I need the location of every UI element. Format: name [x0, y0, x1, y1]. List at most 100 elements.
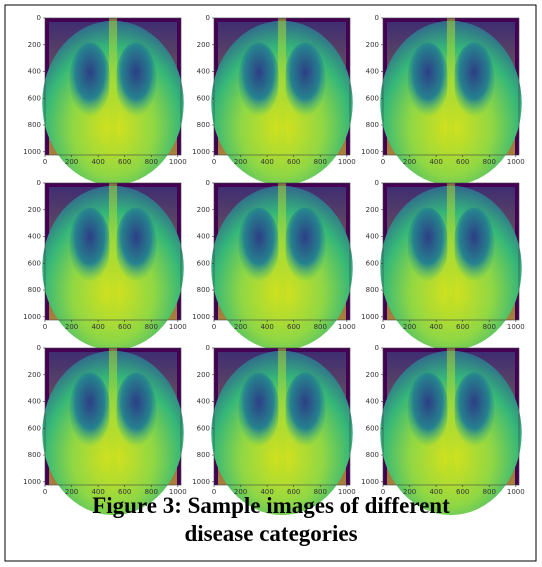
y-tick-label: 800 — [28, 451, 41, 459]
image-lung — [115, 42, 157, 117]
x-tick-label: 1000 — [169, 158, 187, 166]
x-tick-label: 600 — [287, 323, 300, 331]
y-tick-label: 600 — [28, 94, 41, 102]
x-tick-label: 400 — [260, 158, 273, 166]
y-tick-label: 600 — [197, 259, 210, 267]
x-tick-label: 0 — [381, 158, 385, 166]
image-lung — [238, 42, 280, 117]
x-tick-label: 400 — [260, 488, 273, 496]
y-tick-label: 400 — [28, 68, 41, 76]
image-lung — [238, 207, 280, 282]
image-border — [382, 17, 520, 156]
x-tick-label: 800 — [314, 323, 327, 331]
y-tick-label: 200 — [197, 41, 210, 49]
y-tick-label: 200 — [28, 41, 41, 49]
image-lung — [407, 372, 449, 447]
x-tick-label: 400 — [260, 323, 273, 331]
y-tick-label: 1000 — [361, 313, 379, 321]
y-tick-label: 0 — [375, 14, 379, 22]
y-tick-label: 1000 — [192, 313, 210, 321]
x-tick-label: 200 — [65, 488, 78, 496]
image-lung — [284, 207, 326, 282]
y-tick-label: 200 — [28, 371, 41, 379]
x-tick-label: 1000 — [338, 488, 356, 496]
x-tick-label: 600 — [456, 488, 469, 496]
image-spine — [108, 348, 118, 485]
y-tick-label: 0 — [206, 344, 210, 352]
y-tick-label: 400 — [197, 398, 210, 406]
x-tick-label: 1000 — [507, 158, 525, 166]
x-tick-label: 200 — [234, 158, 247, 166]
image-spine — [446, 18, 456, 155]
y-tick-label: 0 — [37, 344, 41, 352]
image-lung — [284, 42, 326, 117]
y-tick-label: 400 — [28, 398, 41, 406]
x-tick-label: 400 — [429, 158, 442, 166]
y-tick-label: 1000 — [192, 148, 210, 156]
y-tick-label: 600 — [197, 424, 210, 432]
y-tick-label: 600 — [28, 259, 41, 267]
x-tick-label: 400 — [429, 323, 442, 331]
x-tick-label: 800 — [483, 158, 496, 166]
x-tick-label: 1000 — [169, 488, 187, 496]
y-tick-label: 600 — [197, 94, 210, 102]
y-tick-label: 1000 — [361, 478, 379, 486]
x-tick-label: 200 — [65, 158, 78, 166]
image-border — [44, 17, 182, 156]
x-tick-label: 600 — [118, 158, 131, 166]
y-tick-label: 0 — [37, 179, 41, 187]
x-tick-label: 1000 — [338, 323, 356, 331]
y-tick-label: 800 — [366, 451, 379, 459]
image-lung — [238, 372, 280, 447]
y-tick-label: 400 — [197, 68, 210, 76]
y-tick-label: 400 — [28, 233, 41, 241]
x-tick-label: 0 — [43, 158, 47, 166]
x-tick-label: 800 — [145, 158, 158, 166]
x-tick-label: 0 — [381, 488, 385, 496]
image-spine — [446, 348, 456, 485]
y-tick-label: 0 — [206, 179, 210, 187]
y-tick-label: 600 — [366, 259, 379, 267]
y-tick-label: 400 — [366, 398, 379, 406]
x-tick-label: 400 — [91, 158, 104, 166]
image-spine — [277, 183, 287, 320]
image-lung — [407, 207, 449, 282]
y-tick-label: 1000 — [361, 148, 379, 156]
x-tick-label: 800 — [145, 488, 158, 496]
x-tick-label: 200 — [403, 323, 416, 331]
image-lung — [115, 207, 157, 282]
x-tick-label: 200 — [234, 488, 247, 496]
x-tick-label: 600 — [456, 323, 469, 331]
x-tick-label: 0 — [212, 323, 216, 331]
y-tick-label: 200 — [366, 41, 379, 49]
x-tick-label: 200 — [403, 158, 416, 166]
image-lung — [115, 372, 157, 447]
x-tick-label: 600 — [118, 323, 131, 331]
image-lung — [69, 372, 111, 447]
image-border — [213, 17, 351, 156]
x-tick-label: 400 — [429, 488, 442, 496]
x-tick-label: 800 — [145, 323, 158, 331]
x-tick-label: 0 — [381, 323, 385, 331]
image-border — [213, 182, 351, 321]
y-tick-label: 600 — [366, 424, 379, 432]
y-tick-label: 800 — [197, 451, 210, 459]
y-tick-label: 0 — [37, 14, 41, 22]
y-tick-label: 800 — [197, 121, 210, 129]
y-tick-label: 800 — [28, 286, 41, 294]
image-lung — [453, 207, 495, 282]
y-tick-label: 1000 — [192, 478, 210, 486]
image-spine — [108, 183, 118, 320]
x-tick-label: 800 — [314, 488, 327, 496]
x-tick-label: 0 — [43, 488, 47, 496]
image-lung — [69, 207, 111, 282]
y-tick-label: 1000 — [23, 478, 41, 486]
y-tick-label: 200 — [197, 371, 210, 379]
y-tick-label: 400 — [366, 233, 379, 241]
y-tick-label: 200 — [197, 206, 210, 214]
y-tick-label: 1000 — [23, 148, 41, 156]
